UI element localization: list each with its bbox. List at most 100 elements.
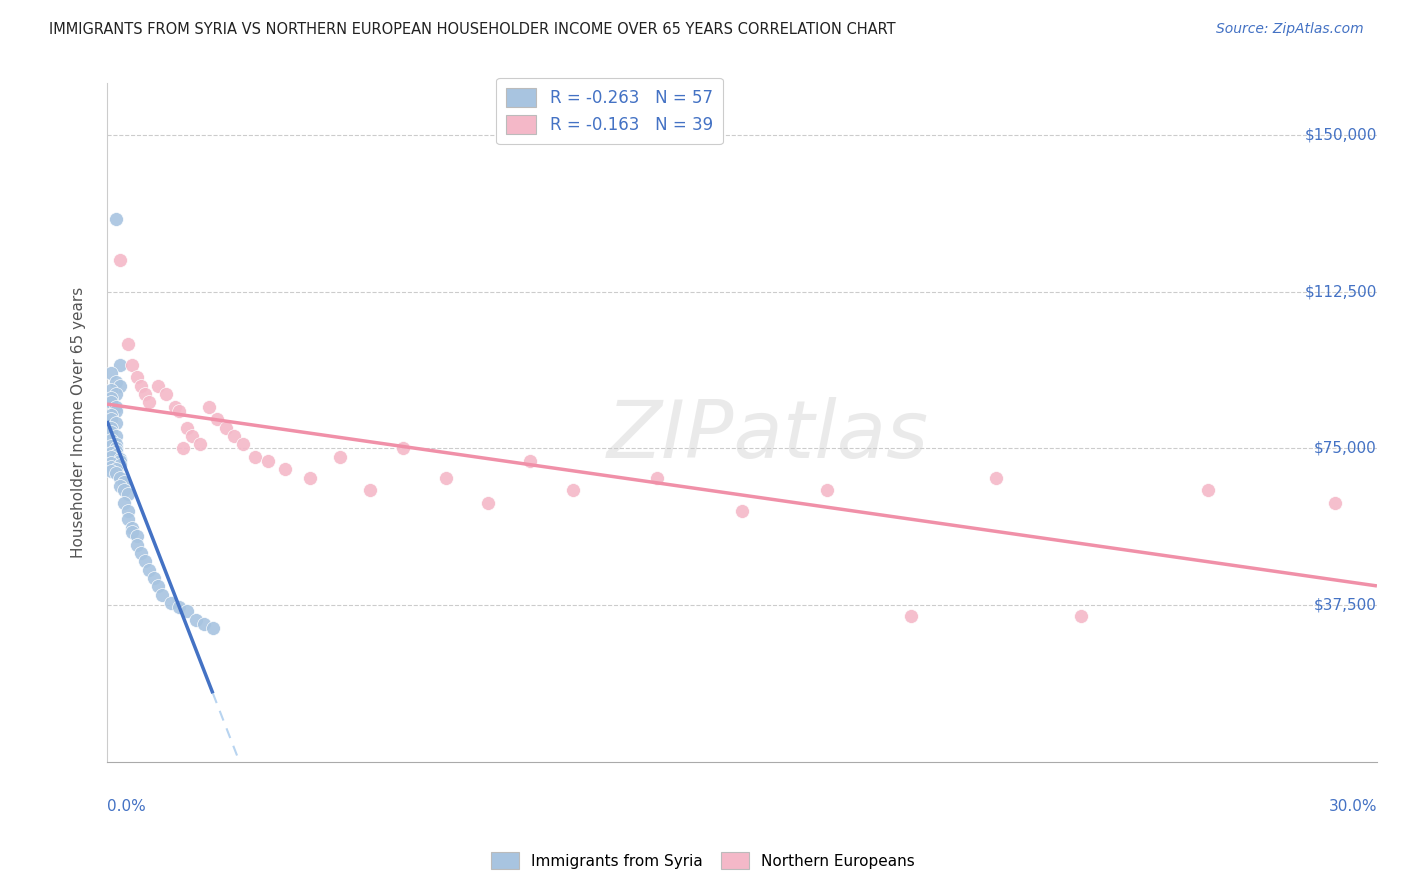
Point	[112, 483, 135, 498]
Point	[205, 412, 228, 426]
Point	[163, 400, 186, 414]
Text: $150,000: $150,000	[1305, 128, 1376, 143]
Point	[257, 454, 280, 468]
Point	[222, 429, 245, 443]
Point	[900, 608, 922, 623]
Point	[150, 588, 173, 602]
Point	[984, 471, 1007, 485]
Point	[129, 378, 152, 392]
Point	[108, 471, 131, 485]
Point	[104, 437, 127, 451]
Point	[100, 433, 122, 447]
Point	[117, 504, 139, 518]
Point	[108, 358, 131, 372]
Point	[176, 420, 198, 434]
Point	[108, 253, 131, 268]
Point	[108, 479, 131, 493]
Point	[647, 471, 669, 485]
Text: $75,000: $75,000	[1315, 441, 1376, 456]
Point	[197, 400, 219, 414]
Point	[121, 521, 143, 535]
Point	[100, 464, 122, 478]
Point	[104, 443, 127, 458]
Text: IMMIGRANTS FROM SYRIA VS NORTHERN EUROPEAN HOUSEHOLDER INCOME OVER 65 YEARS CORR: IMMIGRANTS FROM SYRIA VS NORTHERN EUROPE…	[49, 22, 896, 37]
Point	[100, 460, 122, 475]
Point	[434, 471, 457, 485]
Point	[104, 404, 127, 418]
Point	[104, 387, 127, 401]
Point	[125, 529, 148, 543]
Point	[100, 366, 122, 380]
Point	[392, 442, 415, 456]
Point	[188, 437, 211, 451]
Point	[193, 616, 215, 631]
Point	[104, 448, 127, 462]
Point	[731, 504, 754, 518]
Point	[274, 462, 297, 476]
Point	[100, 412, 122, 426]
Text: ZIPatlas: ZIPatlas	[606, 397, 928, 475]
Point	[359, 483, 381, 498]
Point	[146, 378, 169, 392]
Point	[104, 442, 127, 456]
Point	[125, 370, 148, 384]
Point	[104, 417, 127, 431]
Point	[184, 613, 207, 627]
Point	[519, 454, 541, 468]
Point	[1323, 496, 1346, 510]
Point	[112, 475, 135, 489]
Point	[121, 524, 143, 539]
Point	[167, 600, 190, 615]
Point	[180, 429, 202, 443]
Point	[100, 395, 122, 409]
Point	[117, 512, 139, 526]
Text: $37,500: $37,500	[1315, 598, 1376, 613]
Point	[100, 450, 122, 464]
Point	[1070, 608, 1092, 623]
Point	[129, 546, 152, 560]
Text: $112,500: $112,500	[1305, 285, 1376, 299]
Text: Source: ZipAtlas.com: Source: ZipAtlas.com	[1216, 22, 1364, 37]
Point	[112, 496, 135, 510]
Point	[108, 451, 131, 466]
Point	[134, 387, 156, 401]
Point	[134, 554, 156, 568]
Point	[104, 211, 127, 226]
Legend: R = -0.263   N = 57, R = -0.163   N = 39: R = -0.263 N = 57, R = -0.163 N = 39	[496, 78, 723, 145]
Text: 0.0%: 0.0%	[107, 799, 146, 814]
Point	[100, 425, 122, 439]
Point	[100, 408, 122, 422]
Point	[146, 579, 169, 593]
Point	[108, 378, 131, 392]
Point	[100, 456, 122, 470]
Point	[561, 483, 583, 498]
Point	[477, 496, 499, 510]
Point	[245, 450, 267, 464]
Point	[329, 450, 352, 464]
Point	[100, 420, 122, 434]
Point	[155, 387, 177, 401]
Point	[125, 537, 148, 551]
Point	[138, 395, 160, 409]
Point	[117, 337, 139, 351]
Point	[108, 458, 131, 472]
Point	[167, 404, 190, 418]
Point	[100, 383, 122, 397]
Legend: Immigrants from Syria, Northern Europeans: Immigrants from Syria, Northern European…	[485, 846, 921, 875]
Point	[815, 483, 838, 498]
Point	[100, 392, 122, 406]
Point	[104, 375, 127, 389]
Point	[214, 420, 236, 434]
Point	[176, 604, 198, 618]
Point	[104, 429, 127, 443]
Point	[100, 439, 122, 453]
Text: 30.0%: 30.0%	[1329, 799, 1376, 814]
Point	[100, 445, 122, 459]
Point	[108, 454, 131, 468]
Point	[117, 487, 139, 501]
Point	[201, 621, 224, 635]
Point	[104, 400, 127, 414]
Point	[121, 358, 143, 372]
Point	[1197, 483, 1219, 498]
Point	[172, 442, 194, 456]
